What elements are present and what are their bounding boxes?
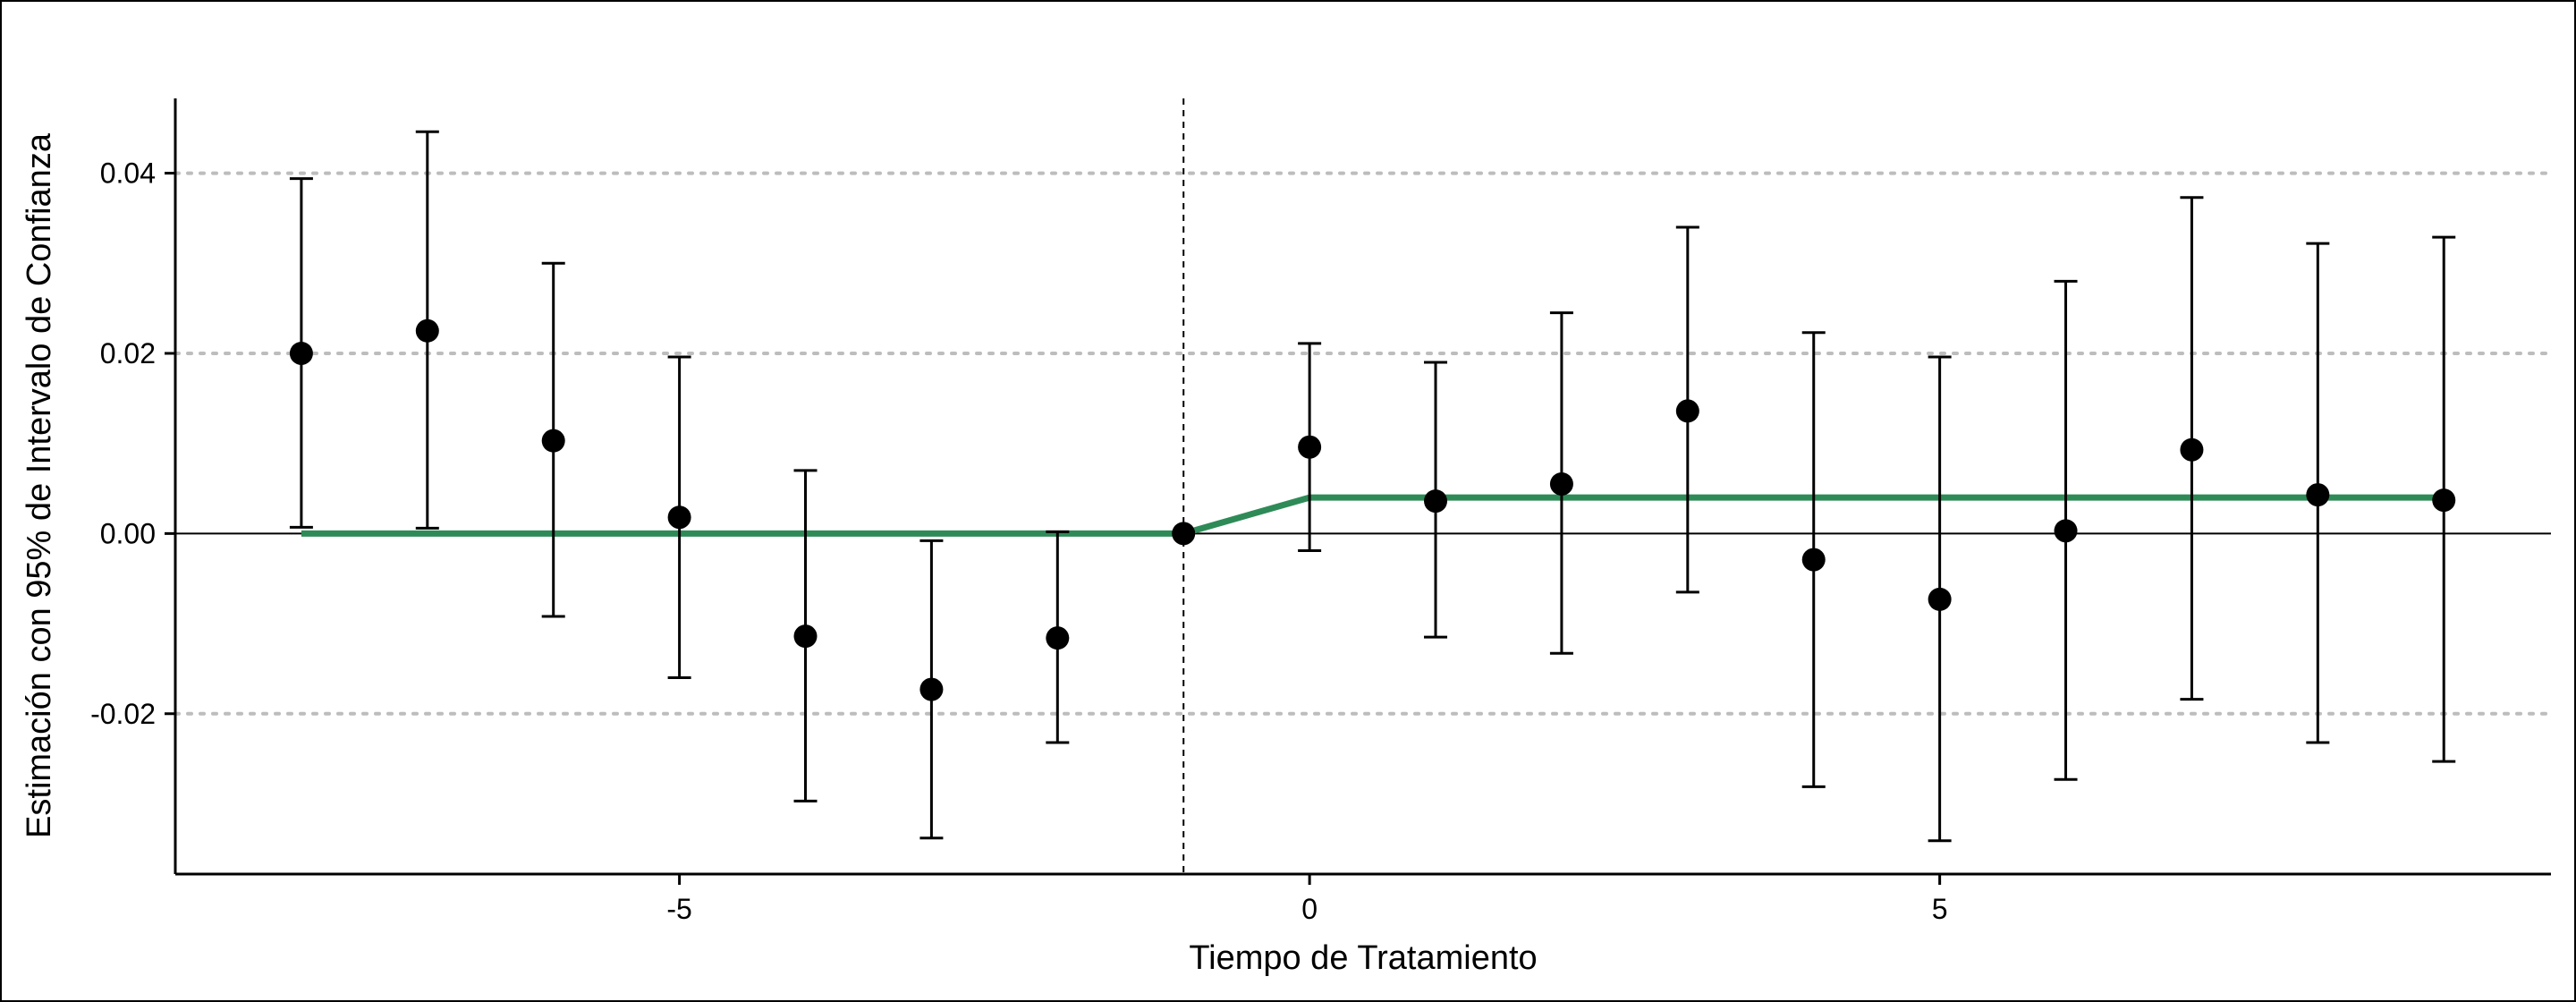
data-point (289, 341, 313, 365)
y-axis-title: Estimación con 95% de Intervalo de Confi… (21, 132, 58, 838)
data-point (1298, 435, 1322, 459)
x-ticks: -5 0 5 (666, 874, 1948, 925)
data-point (1424, 489, 1448, 514)
data-point (415, 318, 439, 343)
data-point (1549, 471, 1573, 496)
data-point (1801, 548, 1826, 572)
data-point (2306, 483, 2330, 507)
gridlines (174, 171, 2553, 716)
y-tick-label: 0.00 (100, 517, 156, 549)
data-points (289, 318, 2456, 701)
y-tick-label: 0.02 (100, 337, 156, 369)
x-tick-label: 0 (1301, 893, 1318, 925)
data-point (1675, 399, 1699, 423)
reference-line-group (301, 494, 2445, 537)
data-point (2432, 488, 2456, 513)
y-tick-label: 0.04 (100, 157, 156, 190)
x-tick-label: 5 (1932, 893, 1948, 925)
data-point (919, 677, 944, 701)
data-point (1172, 522, 1196, 546)
y-tick-label: -0.02 (90, 698, 156, 730)
data-point (793, 624, 818, 649)
data-point (2054, 519, 2078, 543)
data-point (541, 429, 565, 453)
data-point (2180, 437, 2204, 462)
error-bars (289, 130, 2456, 843)
y-ticks: -0.02 0.00 0.02 0.04 (90, 157, 175, 730)
axes (174, 98, 2551, 876)
x-tick-label: -5 (666, 893, 691, 925)
data-point (1046, 626, 1070, 650)
data-point (667, 505, 691, 530)
x-axis-title: Tiempo de Tratamiento (1189, 939, 1537, 977)
reference-line (301, 494, 2445, 537)
data-point (1928, 587, 1952, 611)
